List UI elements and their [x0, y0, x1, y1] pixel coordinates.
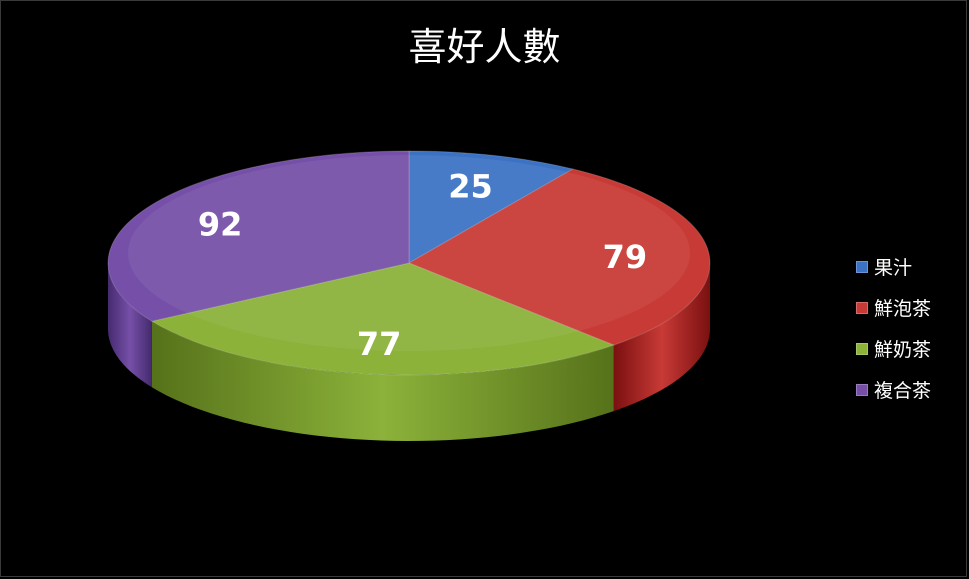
data-label-1: 79 — [603, 238, 648, 276]
pie-slice-0 — [408, 150, 575, 264]
legend-label: 鮮泡茶 — [874, 298, 932, 320]
pie-slice-1 — [407, 168, 711, 346]
legend-item-2: 鮮奶茶 — [856, 328, 931, 369]
legend-label: 鮮奶茶 — [874, 339, 932, 361]
legend-label: 複合茶 — [874, 380, 932, 402]
legend-item-1: 鮮泡茶 — [856, 287, 931, 328]
legend-item-0: 果汁 — [856, 246, 931, 287]
data-label-2: 77 — [357, 325, 402, 363]
legend-swatch — [856, 260, 868, 273]
pie-side-walls — [108, 263, 710, 441]
pie-slice-2 — [150, 262, 616, 376]
pie-slice-3 — [107, 150, 410, 322]
legend-swatch — [856, 301, 868, 314]
legend-label: 果汁 — [874, 257, 913, 279]
pie-side-1 — [613, 263, 710, 412]
pie-side-2 — [151, 321, 614, 441]
pie-side-3 — [108, 263, 152, 388]
data-label-3: 92 — [198, 205, 243, 243]
legend: 果汁鮮泡茶鮮奶茶複合茶 — [856, 246, 931, 410]
legend-item-3: 複合茶 — [856, 369, 931, 410]
legend-swatch — [856, 383, 868, 396]
chart-title: 喜好人數 — [408, 25, 561, 69]
legend-swatch — [856, 342, 868, 355]
pie-highlight — [128, 155, 690, 351]
data-label-0: 25 — [448, 168, 493, 206]
